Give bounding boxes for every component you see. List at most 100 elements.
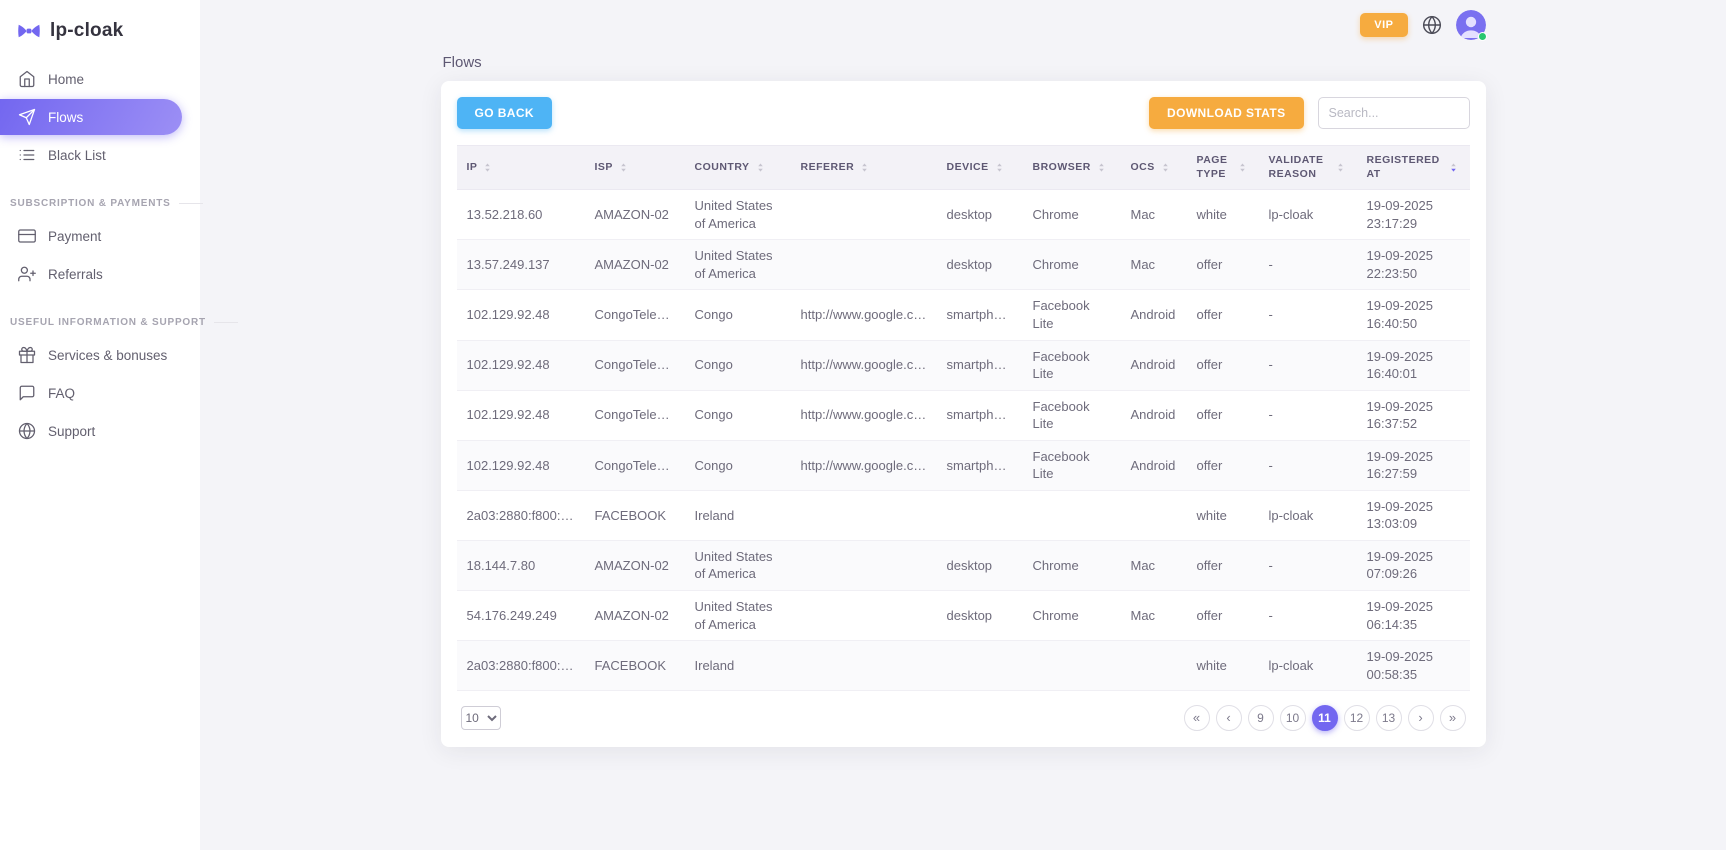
avatar[interactable]	[1455, 10, 1487, 41]
cell-device: desktop	[936, 540, 1023, 592]
cell-validate_reason: lp-cloak	[1258, 490, 1357, 541]
sidebar-item-home[interactable]: Home	[0, 61, 200, 97]
cell-country: Ireland	[684, 490, 791, 541]
pagination-page-11[interactable]: 11	[1311, 705, 1338, 732]
column-header-isp[interactable]: ISP	[584, 144, 685, 191]
cell-page_type: offer	[1186, 239, 1259, 291]
column-header-device[interactable]: Device	[936, 144, 1023, 191]
cell-isp: AMAZON-02	[584, 540, 685, 592]
column-header-inner: Registered at	[1367, 154, 1460, 181]
column-label: Validate reason	[1268, 154, 1324, 180]
column-header-inner: Page type	[1197, 154, 1249, 181]
column-label: IP	[466, 160, 478, 173]
column-header-inner: Device	[947, 161, 1013, 175]
sidebar-item-label: Home	[48, 71, 85, 87]
cell-country: United States of America	[684, 540, 791, 592]
pagination-page-10[interactable]: 10	[1279, 705, 1306, 732]
sidebar-item-services-bonuses[interactable]: Services & bonuses	[0, 337, 200, 373]
pagination-page-13[interactable]: 13	[1375, 705, 1402, 732]
cell-isp: AMAZON-02	[584, 189, 685, 241]
sidebar-item-payment[interactable]: Payment	[0, 218, 200, 254]
column-header-inner: Country	[695, 161, 781, 175]
pagination-prev-button[interactable]: ‹	[1215, 705, 1242, 732]
cell-device	[936, 640, 1023, 692]
cell-registered_at: 19-09-2025 00:58:35	[1356, 640, 1470, 692]
search-input[interactable]	[1317, 97, 1470, 129]
cell-device: desktop	[936, 239, 1023, 291]
column-header-inner: Referer	[801, 161, 927, 175]
sidebar-item-label: Referrals	[48, 266, 103, 282]
cell-device: desktop	[936, 189, 1023, 241]
cell-registered_at: 19-09-2025 22:23:50	[1356, 239, 1470, 291]
table-row: 54.176.249.249 AMAZON-02 United States of …	[456, 590, 1470, 642]
sidebar-item-faq[interactable]: FAQ	[0, 375, 200, 411]
column-label: Referer	[800, 160, 855, 173]
column-header-page_type[interactable]: Page type	[1186, 144, 1259, 191]
table-row: 102.129.92.48 CongoTelecom Congo http://www…	[456, 289, 1470, 341]
cell-isp: CongoTelecom	[584, 440, 685, 491]
column-label: ISP	[594, 160, 613, 173]
per-page-select[interactable]: 10	[460, 706, 501, 731]
sort-icon	[617, 161, 630, 174]
cell-ocs: Mac	[1120, 189, 1187, 241]
cell-ip: 54.176.249.249	[456, 590, 585, 642]
column-header-ip[interactable]: IP	[456, 144, 585, 191]
go-back-button[interactable]: GO BACK	[456, 97, 552, 129]
column-header-inner: ISP	[595, 161, 675, 175]
cell-ocs: Android	[1120, 390, 1187, 441]
sidebar-item-referrals[interactable]: Referrals	[0, 256, 200, 292]
cell-device: smartphone	[936, 340, 1023, 391]
cell-page_type: offer	[1186, 590, 1259, 642]
cell-ocs	[1120, 490, 1187, 541]
column-header-validate_reason[interactable]: Validate reason	[1258, 144, 1357, 191]
cell-validate_reason: -	[1258, 590, 1357, 642]
cell-device: smartphone	[936, 440, 1023, 491]
sidebar-item-label: Support	[48, 423, 96, 439]
pagination-page-12[interactable]: 12	[1343, 705, 1370, 732]
cell-page_type: offer	[1186, 289, 1259, 341]
cell-country: Congo	[684, 440, 791, 491]
pagination-first-button[interactable]: «	[1183, 705, 1210, 732]
vip-button[interactable]: VIP	[1360, 13, 1408, 37]
cell-validate_reason: lp-cloak	[1258, 189, 1357, 241]
cell-device: smartphone	[936, 289, 1023, 341]
cell-validate_reason: -	[1258, 390, 1357, 441]
sidebar-item-black-list[interactable]: Black List	[0, 137, 200, 173]
cell-referer	[790, 640, 937, 692]
column-header-browser[interactable]: Browser	[1022, 144, 1121, 191]
column-header-country[interactable]: Country	[684, 144, 791, 191]
column-header-inner: Validate reason	[1269, 154, 1347, 181]
flows-icon	[18, 108, 36, 126]
cell-isp: AMAZON-02	[584, 590, 685, 642]
language-globe-icon[interactable]	[1422, 15, 1442, 35]
online-status-dot	[1477, 32, 1487, 41]
cell-page_type: white	[1186, 189, 1259, 241]
cell-browser: Facebook Lite	[1022, 340, 1121, 391]
cell-country: Congo	[684, 289, 791, 341]
cell-browser: Facebook Lite	[1022, 390, 1121, 441]
cell-isp: CongoTelecom	[584, 289, 685, 341]
cell-browser: Chrome	[1022, 189, 1121, 241]
cell-browser: Chrome	[1022, 239, 1121, 291]
column-header-ocs[interactable]: OCs	[1120, 144, 1187, 191]
cell-browser: Chrome	[1022, 540, 1121, 592]
table-row: 102.129.92.48 CongoTelecom Congo http://www…	[456, 390, 1470, 441]
pagination-page-9[interactable]: 9	[1247, 705, 1274, 732]
cell-ip: 13.57.249.137	[456, 239, 585, 291]
pagination-last-button[interactable]: »	[1439, 705, 1466, 732]
download-stats-button[interactable]: DOWNLOAD STATS	[1149, 97, 1304, 129]
sidebar-item-support[interactable]: Support	[0, 413, 200, 449]
pagination-next-button[interactable]: ›	[1407, 705, 1434, 732]
sort-icon	[1334, 161, 1347, 174]
cell-isp: FACEBOOK	[584, 640, 685, 692]
sidebar-item-flows[interactable]: Flows	[0, 99, 182, 135]
column-header-referer[interactable]: Referer	[790, 144, 937, 191]
cell-isp: CongoTelecom	[584, 340, 685, 391]
cell-ocs: Android	[1120, 440, 1187, 491]
cell-ocs: Android	[1120, 289, 1187, 341]
brand[interactable]: lp-cloak	[0, 10, 200, 60]
cell-country: Congo	[684, 340, 791, 391]
cell-ip: 18.144.7.80	[456, 540, 585, 592]
column-header-registered_at[interactable]: Registered at	[1356, 144, 1470, 191]
